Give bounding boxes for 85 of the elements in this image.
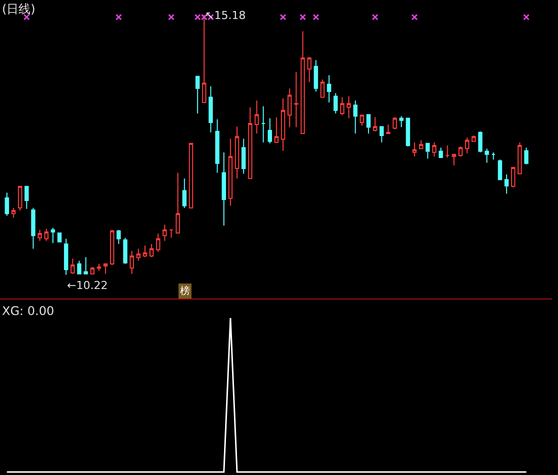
candlestick: [136, 248, 141, 262]
text: ←10.22: [67, 279, 108, 292]
candlestick: [412, 142, 417, 158]
candlestick: [182, 178, 187, 208]
candlestick: [280, 98, 286, 152]
candlestick: [38, 229, 42, 242]
candlestick: [326, 74, 332, 104]
candlestick: [268, 118, 272, 144]
candlestick: [162, 224, 167, 242]
candlestick: [419, 140, 424, 150]
candlestick: [320, 78, 325, 98]
candlestick: [188, 142, 194, 208]
candlestick: [156, 233, 160, 252]
candlestick: [472, 135, 476, 142]
candlestick: [504, 174, 509, 194]
candlestick: [288, 88, 292, 128]
candlestick: [123, 237, 128, 264]
text: 榜: [180, 285, 190, 297]
candlestick: [84, 256, 88, 274]
candlestick: [353, 100, 358, 134]
candlestick: [307, 56, 312, 83]
candlestick: [406, 118, 410, 148]
candlestick: [498, 159, 502, 180]
candlestick: [426, 142, 430, 160]
candlestick: [142, 245, 148, 258]
candlestick: [90, 266, 94, 274]
candlestick: [18, 185, 22, 211]
candlestick: [360, 114, 364, 126]
candlestick: [340, 96, 344, 116]
candlestick: [149, 244, 154, 258]
candlestick: [130, 250, 134, 274]
candlestick: [511, 167, 516, 188]
candlestick: [314, 60, 318, 92]
candlestick: [478, 130, 482, 153]
candlestick: [195, 76, 200, 114]
candlestick: [241, 138, 246, 174]
candlestick: [96, 263, 102, 272]
candlestick: [392, 116, 397, 130]
candlestick: [77, 260, 82, 274]
candlestick: [334, 92, 338, 114]
candlestick: [346, 96, 351, 119]
candlestick: [176, 172, 180, 234]
candlestick: [491, 152, 496, 160]
candlestick: [294, 72, 298, 128]
candlestick: [372, 116, 378, 132]
candlestick: [524, 147, 528, 165]
candlestick: [57, 232, 62, 242]
candlestick: [432, 142, 436, 158]
candlestick: [248, 106, 252, 180]
chart-title: XG: 0.00: [2, 304, 54, 318]
candlestick: [103, 263, 108, 274]
candlestick: [208, 86, 213, 133]
candlestick: [386, 124, 390, 134]
candlestick: [484, 148, 489, 164]
candlestick: [215, 118, 220, 174]
candlestick: [518, 142, 522, 174]
candlestick: [110, 229, 114, 266]
candlestick: [458, 146, 463, 158]
candlestick: [4, 192, 10, 216]
candlestick: [50, 227, 56, 244]
candlestick: [380, 126, 384, 143]
candlestick: [261, 106, 266, 143]
candlestick: [202, 14, 206, 104]
candlestick: [452, 154, 456, 166]
candlestick: [64, 238, 68, 276]
annotation: ↖15.18: [205, 9, 246, 22]
candlestick: [300, 30, 305, 134]
candlestick: [31, 207, 36, 250]
candlestick: [254, 100, 259, 134]
candlestick: [222, 152, 226, 226]
candlestick: [11, 207, 16, 218]
candlestick: [274, 116, 279, 143]
candlestick: [169, 229, 174, 238]
chart-title: (日线): [2, 2, 36, 16]
candlestick: [399, 116, 404, 128]
candlestick: [116, 229, 121, 245]
candlestick: [228, 138, 233, 206]
candlestick: [445, 145, 450, 158]
candlestick: [438, 147, 443, 158]
candlestick: [234, 126, 240, 180]
candlestick: [465, 137, 470, 154]
candlestick: [24, 186, 29, 210]
candlestick: [366, 114, 371, 134]
candlestick: [70, 258, 75, 274]
candlestick: [44, 228, 48, 242]
